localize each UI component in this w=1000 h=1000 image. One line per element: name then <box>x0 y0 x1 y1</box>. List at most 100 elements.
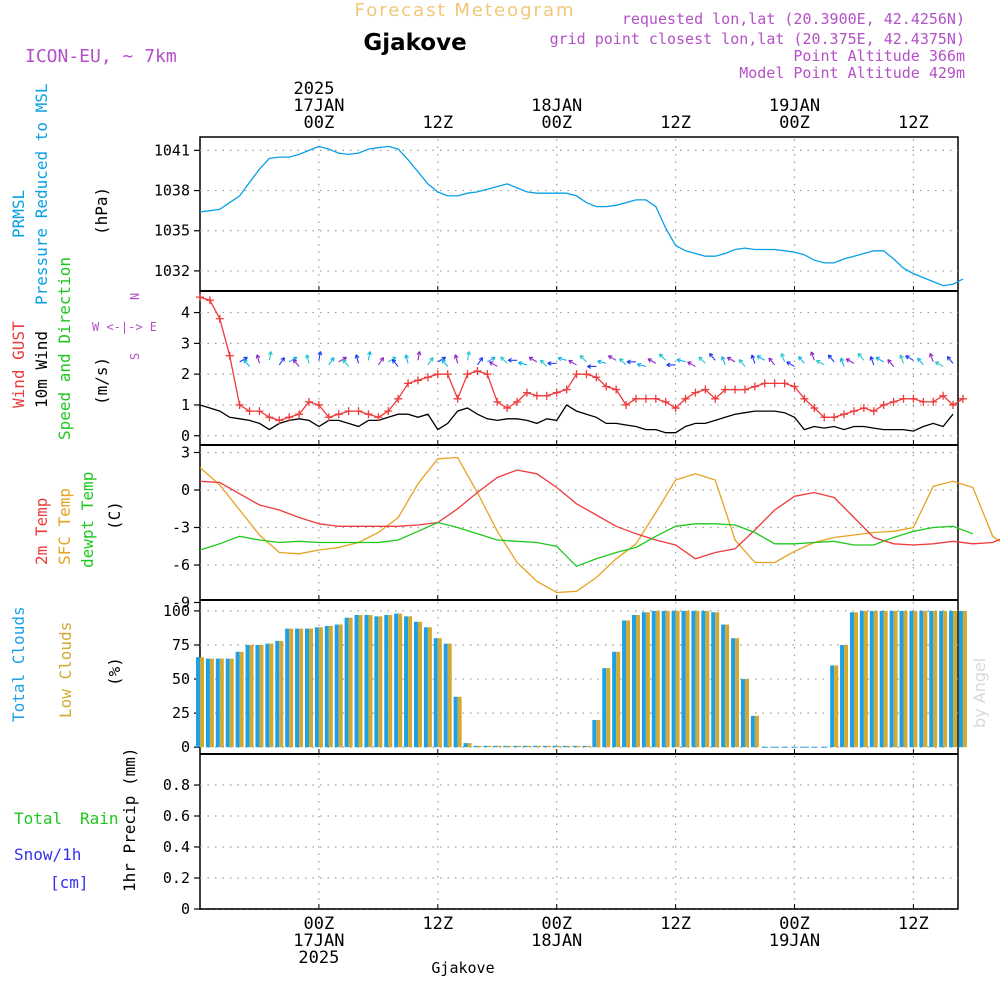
top-year-label: 2025 <box>294 79 335 99</box>
model-label: ICON-EU, ~ 7km <box>25 46 177 67</box>
wind-direction-arrow <box>815 359 825 366</box>
wind-direction-arrow <box>869 356 875 366</box>
wind-direction-arrow <box>317 351 323 361</box>
low-cloud-bar <box>546 745 551 748</box>
total-cloud-bar <box>255 644 260 748</box>
low-cloud-bar <box>536 745 541 748</box>
wind-gust-marker <box>592 373 601 382</box>
total-cloud-bar <box>740 679 745 748</box>
wind-direction-arrow <box>636 362 647 368</box>
total-cloud-bar <box>285 628 290 748</box>
y-tick-label: 1 <box>181 396 190 414</box>
total-cloud-bar <box>463 743 468 748</box>
footer-location: Gjakove <box>431 959 494 977</box>
low-cloud-bar <box>517 745 522 748</box>
pressure-unit: (hPa) <box>92 187 111 235</box>
wind-gust-marker <box>295 410 304 419</box>
low-cloud-bar <box>200 657 204 748</box>
wind-direction-arrow <box>441 359 449 367</box>
wind-gust-marker <box>433 370 442 379</box>
total-cloud-bar <box>483 745 488 748</box>
y-tick-label: 0.4 <box>163 838 190 856</box>
low-cloud-bar <box>953 610 958 748</box>
wind-direction-arrow <box>597 359 607 365</box>
total-cloud-bar <box>522 745 527 748</box>
wind-direction-arrow <box>905 355 914 361</box>
wind-direction-arrow <box>845 358 855 364</box>
wind-gust-marker <box>740 385 749 394</box>
wind-gust-marker <box>889 397 898 406</box>
top-time-label: 17JAN <box>293 96 344 116</box>
wind-panel-labels: Wind GUST 10m Wind Speed and Direction (… <box>9 257 157 440</box>
wind-speed-dir-label: Speed and Direction <box>55 257 74 440</box>
total-cloud-bar <box>453 696 458 748</box>
wind-direction-arrow <box>367 351 372 361</box>
wind-gust-marker <box>215 314 224 323</box>
total-cloud-bar <box>830 665 835 748</box>
wind-gust-marker <box>562 385 571 394</box>
y-tick-label: 2 <box>181 365 190 383</box>
wind-gust-marker <box>879 400 888 409</box>
low-cloud-bar <box>229 658 234 748</box>
wind-direction-arrow <box>619 358 627 366</box>
wind-direction-arrow <box>726 356 736 363</box>
total-cloud-bar <box>215 658 220 748</box>
low-cloud-bar <box>834 665 839 748</box>
total-cloud-bar <box>374 616 379 748</box>
wind-gust-marker <box>770 379 779 388</box>
low-cloud-bar <box>358 614 363 748</box>
wind-direction-arrow <box>946 355 954 364</box>
low-cloud-bar <box>477 745 482 748</box>
total-cloud-bar <box>433 638 438 748</box>
wind-gust-marker <box>899 394 908 403</box>
wind-direction-arrow <box>687 361 696 367</box>
low-cloud-bar <box>388 614 393 748</box>
top-time-label: 19JAN <box>769 96 820 116</box>
total-cloud-bar <box>344 617 349 748</box>
low-cloud-bar <box>526 745 531 748</box>
low-cloud-bar <box>863 610 868 748</box>
wind-gust-marker <box>265 413 274 422</box>
total-cloud-bar <box>413 621 418 748</box>
low-cloud-bar <box>943 610 948 748</box>
wind-gust-marker <box>324 413 333 422</box>
low-cloud-bar <box>675 610 680 748</box>
low-cloud-bar <box>645 612 650 748</box>
wind-direction-arrow <box>488 361 498 367</box>
y-tick-label: 0.8 <box>163 776 190 794</box>
total-cloud-bar <box>384 614 389 748</box>
wind-direction-arrow <box>354 354 360 364</box>
low-cloud-bar <box>318 627 323 748</box>
wind-gust-marker <box>701 385 710 394</box>
wind-10m-label: 10m Wind <box>32 331 51 408</box>
low-cloud-bar <box>219 658 224 748</box>
total-cloud-bar <box>473 745 478 748</box>
top-time-label: 12Z <box>898 113 929 133</box>
y-tick-label: 4 <box>181 304 190 322</box>
wind-direction-arrow <box>557 356 567 362</box>
wind-gust-marker <box>631 394 640 403</box>
wind-direction-arrow <box>916 357 924 366</box>
clouds-unit: (%) <box>105 657 124 686</box>
low-cloud-bar <box>209 658 214 748</box>
low-cloud-bar <box>903 610 908 748</box>
wind-direction-arrow <box>305 354 310 364</box>
wind-direction-arrow <box>328 357 335 366</box>
wind-gust-marker <box>810 404 819 413</box>
low-cloud-bar <box>338 624 343 748</box>
pressure-msl-label: Pressure Reduced to MSL <box>32 83 51 305</box>
low-cloud-bar <box>685 610 690 748</box>
top-time-label: 12Z <box>422 113 453 133</box>
total-cloud-bar <box>513 745 518 748</box>
pressure-line <box>199 145 964 287</box>
wind-direction-arrow <box>278 357 285 366</box>
total-cloud-bar <box>958 610 963 748</box>
bottom-time-label: 00Z <box>304 914 335 934</box>
wind-direction-arrow <box>676 358 686 363</box>
temp-2m-label: 2m Temp <box>32 498 51 565</box>
low-cloud-bar <box>408 616 413 748</box>
wind-gust-marker <box>958 394 967 403</box>
wind-direction-arrow <box>658 353 667 361</box>
bottom-time-label: 18JAN <box>531 931 582 951</box>
low-cloud-bar <box>368 614 373 748</box>
